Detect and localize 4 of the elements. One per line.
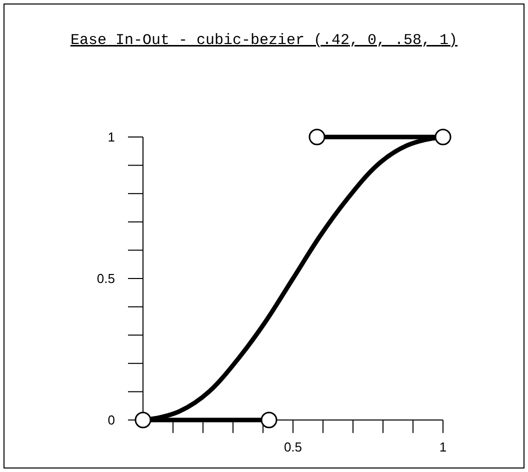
- y-tick-label: 0: [108, 412, 115, 428]
- chart-title: Ease In-Out - cubic-bezier (.42, 0, .58, 1): [70, 32, 458, 49]
- y-tick-label: 0.5: [96, 271, 115, 286]
- y-tick-label: 1: [108, 130, 115, 145]
